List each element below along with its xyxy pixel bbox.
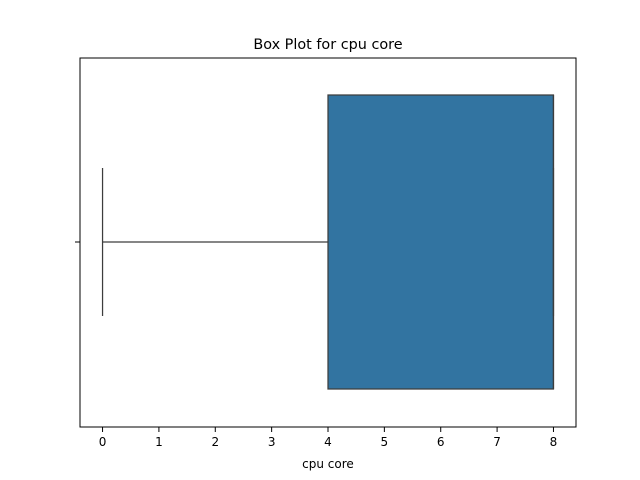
x-tick-label-3: 3	[268, 435, 276, 449]
x-tick-label-1: 1	[155, 435, 163, 449]
x-tick-label-6: 6	[437, 435, 445, 449]
x-tick-label-4: 4	[324, 435, 332, 449]
x-axis: 0 1 2 3 4 5 6 7 8	[99, 427, 558, 449]
x-axis-label: cpu core	[302, 457, 354, 471]
x-tick-label-8: 8	[550, 435, 558, 449]
chart-title: Box Plot for cpu core	[253, 37, 402, 53]
x-tick-label-0: 0	[99, 435, 107, 449]
box-iqr	[327, 94, 555, 390]
plot-area	[101, 94, 555, 390]
x-tick-label-5: 5	[381, 435, 389, 449]
x-tick-label-7: 7	[493, 435, 501, 449]
x-tick-label-2: 2	[211, 435, 219, 449]
